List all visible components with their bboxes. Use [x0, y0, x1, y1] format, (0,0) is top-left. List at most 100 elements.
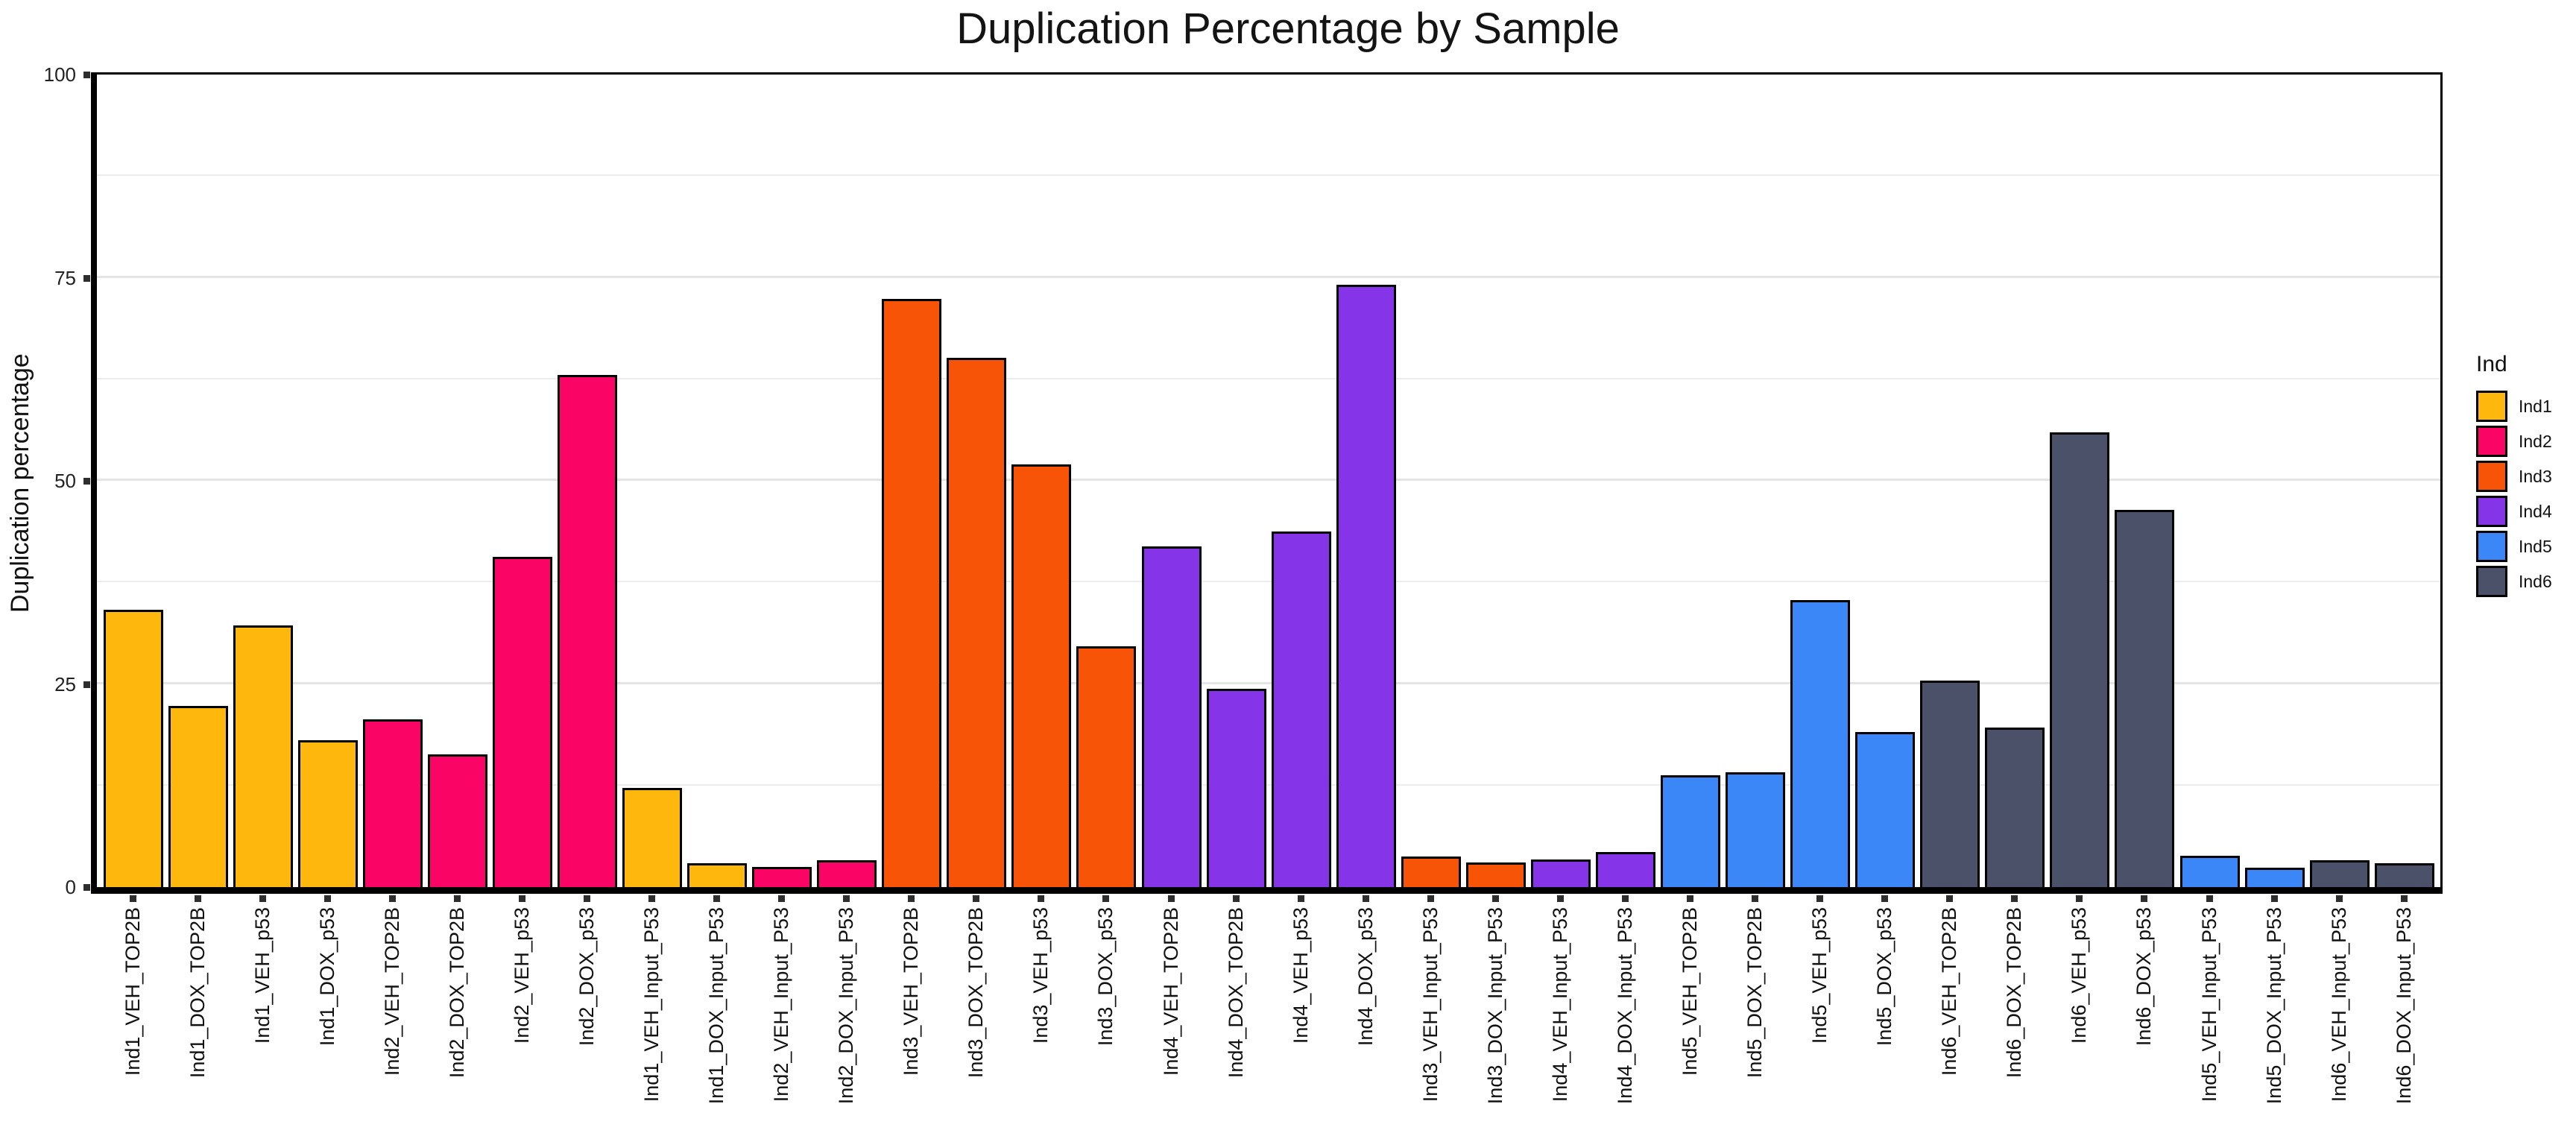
- x-tick-mark: [2011, 895, 2018, 902]
- y-tick-mark: [83, 72, 90, 78]
- x-tick-label: Ind6_VEH_TOP2B: [1938, 907, 1961, 1076]
- bar-slot: Ind1_DOX_p53: [295, 75, 360, 1046]
- minor-gridline: [97, 174, 2440, 177]
- x-tick-mark: [2206, 895, 2213, 902]
- x-tick-mark: [778, 895, 786, 902]
- x-tick-label: Ind5_DOX_Input_P53: [2262, 907, 2285, 1105]
- bar-slot: Ind4_VEH_TOP2B: [1139, 75, 1204, 1076]
- bar-slot: Ind2_DOX_p53: [555, 75, 619, 1046]
- x-tick-mark: [1232, 895, 1240, 902]
- x-tick-label: Ind1_VEH_Input_P53: [640, 907, 663, 1103]
- bar-slot: Ind6_VEH_Input_P53: [2307, 75, 2372, 1102]
- bar-slot: Ind1_DOX_TOP2B: [165, 75, 230, 1078]
- bar-Ind1_VEH_Input_P53: [622, 788, 683, 887]
- bar-Ind4_VEH_Input_P53: [1530, 859, 1591, 887]
- y-tick-label: 0: [65, 876, 76, 898]
- legend-item: Ind4: [2476, 496, 2576, 527]
- x-tick-mark: [583, 895, 590, 902]
- bar-Ind3_VEH_p53: [1011, 464, 1072, 887]
- legend-key-swatch: [2476, 391, 2507, 422]
- x-tick-label: Ind5_VEH_TOP2B: [1679, 907, 1702, 1076]
- x-tick-mark: [518, 895, 525, 902]
- bar-slot: Ind6_DOX_TOP2B: [1983, 75, 2048, 1078]
- legend-key-swatch: [2476, 426, 2507, 457]
- bar-Ind2_VEH_p53: [492, 557, 552, 887]
- bar-Ind5_DOX_p53: [1855, 731, 1916, 887]
- x-tick-mark: [388, 895, 396, 902]
- x-tick-label: Ind1_VEH_TOP2B: [121, 907, 144, 1076]
- legend-label: Ind4: [2519, 501, 2552, 521]
- major-gridline: [97, 479, 2440, 481]
- x-tick-mark: [1167, 895, 1175, 902]
- legend-item: Ind5: [2476, 531, 2576, 562]
- legend-key-swatch: [2476, 461, 2507, 492]
- x-tick-label: Ind4_VEH_p53: [1289, 907, 1312, 1044]
- y-tick-mark: [83, 274, 90, 282]
- bar-slot: Ind4_DOX_TOP2B: [1204, 75, 1269, 1078]
- x-tick-label: Ind3_VEH_TOP2B: [900, 907, 923, 1076]
- bar-slot: Ind5_DOX_Input_P53: [2242, 75, 2307, 1104]
- x-tick-mark: [323, 895, 331, 902]
- x-tick-mark: [1621, 895, 1629, 902]
- legend-label: Ind2: [2519, 431, 2552, 451]
- bar-slot: Ind2_VEH_TOP2B: [360, 75, 425, 1076]
- x-tick-mark: [1362, 895, 1369, 902]
- x-tick-label: Ind1_DOX_Input_P53: [705, 907, 728, 1105]
- bar-Ind5_VEH_Input_P53: [2179, 855, 2240, 887]
- x-tick-label: Ind3_DOX_Input_P53: [1483, 907, 1506, 1105]
- bar-Ind4_DOX_Input_P53: [1595, 852, 1655, 887]
- bar-Ind5_VEH_p53: [1790, 600, 1851, 887]
- y-tick-label: 100: [43, 63, 76, 86]
- x-tick-mark: [1946, 895, 1954, 902]
- bar-slot: Ind3_DOX_p53: [1074, 75, 1139, 1046]
- bar-Ind3_VEH_TOP2B: [882, 298, 942, 887]
- bar-Ind6_VEH_Input_P53: [2309, 860, 2370, 887]
- bar-slot: Ind3_DOX_TOP2B: [944, 75, 1009, 1078]
- bar-Ind5_DOX_TOP2B: [1726, 772, 1786, 887]
- x-tick-label: Ind3_VEH_p53: [1029, 907, 1052, 1044]
- bar-slot: Ind1_DOX_Input_P53: [685, 75, 750, 1104]
- x-tick-mark: [1297, 895, 1304, 902]
- legend-key-swatch: [2476, 566, 2507, 597]
- bar-slot: Ind1_VEH_TOP2B: [101, 75, 165, 1076]
- bar-Ind4_VEH_p53: [1271, 531, 1331, 887]
- x-axis-line: [91, 887, 2440, 894]
- bar-slot: Ind2_DOX_Input_P53: [815, 75, 880, 1104]
- x-tick-mark: [2141, 895, 2148, 902]
- x-tick-mark: [1556, 895, 1564, 902]
- bar-Ind2_VEH_TOP2B: [362, 719, 423, 887]
- x-tick-label: Ind3_DOX_p53: [1094, 907, 1117, 1047]
- x-tick-label: Ind6_DOX_p53: [2133, 907, 2156, 1047]
- bar-slot: Ind1_VEH_Input_P53: [620, 75, 685, 1102]
- bar-slot: Ind4_DOX_p53: [1333, 75, 1398, 1046]
- y-axis-line: [91, 75, 97, 894]
- x-tick-mark: [1752, 895, 1759, 902]
- bar-Ind1_DOX_TOP2B: [168, 705, 228, 887]
- bar-slot: Ind2_DOX_TOP2B: [425, 75, 490, 1078]
- minor-gridline: [97, 783, 2440, 786]
- x-tick-mark: [2400, 895, 2408, 902]
- legend-title: Ind: [2476, 352, 2507, 376]
- y-axis: 0 25 50 75 100: [0, 63, 91, 898]
- bar-slot: Ind5_VEH_TOP2B: [1658, 75, 1723, 1076]
- x-tick-label: Ind5_VEH_p53: [1808, 907, 1831, 1044]
- x-tick-mark: [1427, 895, 1434, 902]
- x-tick-mark: [973, 895, 980, 902]
- legend: Ind Ind1 Ind2 Ind3 Ind4 Ind5 Ind6: [2476, 352, 2576, 601]
- legend-key-swatch: [2476, 531, 2507, 562]
- y-tick-mark: [83, 478, 90, 485]
- bar-Ind1_VEH_p53: [233, 625, 293, 887]
- bar-Ind4_DOX_TOP2B: [1206, 689, 1266, 887]
- bar-Ind5_VEH_TOP2B: [1661, 775, 1721, 887]
- major-gridline: [97, 681, 2440, 684]
- major-gridline: [97, 275, 2440, 278]
- bar-slot: Ind3_DOX_Input_P53: [1463, 75, 1528, 1104]
- x-tick-label: Ind3_DOX_TOP2B: [965, 907, 988, 1079]
- legend-label: Ind1: [2519, 396, 2552, 416]
- bar-Ind2_DOX_Input_P53: [817, 860, 877, 887]
- x-tick-label: Ind1_DOX_TOP2B: [186, 907, 209, 1079]
- bar-slot: Ind1_VEH_p53: [230, 75, 295, 1044]
- bar-Ind4_DOX_p53: [1336, 285, 1396, 887]
- legend-item: Ind3: [2476, 461, 2576, 492]
